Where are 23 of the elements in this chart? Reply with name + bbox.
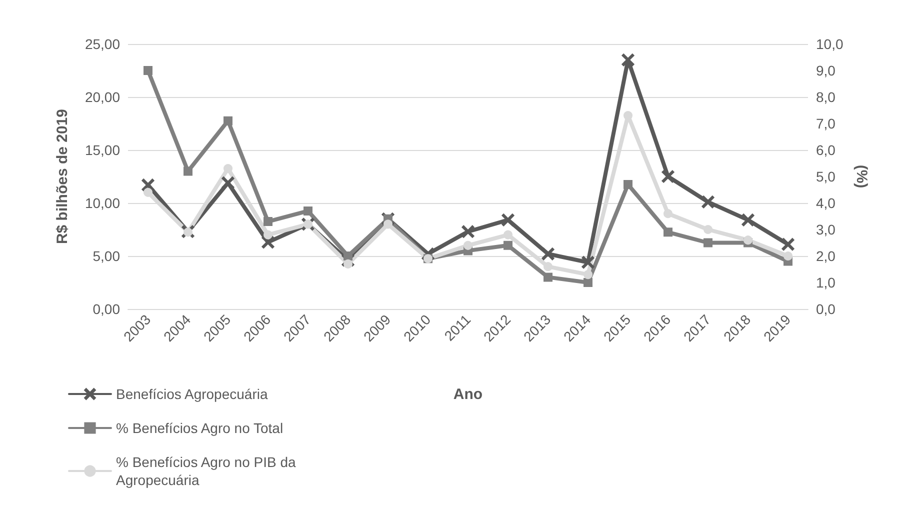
y2-tick-label: 4,0 — [816, 195, 836, 211]
y2-tick-label: 9,0 — [816, 62, 836, 78]
y2-tick-label: 10,0 — [816, 36, 844, 52]
y2-tick-label: 5,0 — [816, 168, 836, 184]
y-tick-label: 20,00 — [84, 89, 120, 105]
legend-label: % Benefícios Agro no Total — [116, 420, 284, 436]
y2-tick-label: 8,0 — [816, 89, 836, 105]
legend-label: % Benefícios Agro no PIB da Agropecuária — [116, 454, 300, 488]
y2-tick-label: 3,0 — [816, 222, 836, 238]
y2-tick-label: 1,0 — [816, 274, 836, 290]
y-tick-label: 15,00 — [84, 142, 120, 158]
y2-tick-label: 7,0 — [816, 116, 836, 132]
y-tick-label: 25,00 — [84, 36, 120, 52]
y-tick-label: 5,00 — [92, 248, 120, 264]
y-axis-title: R$ bilhões de 2019 — [54, 108, 71, 244]
y2-tick-label: 2,0 — [816, 248, 836, 264]
y2-axis-title: (%) — [853, 164, 870, 188]
y-tick-label: 0,00 — [92, 301, 120, 317]
y-tick-label: 10,00 — [84, 195, 120, 211]
x-axis-title: Ano — [453, 386, 483, 403]
legend-label: Benefícios Agropecuária — [116, 386, 268, 402]
y2-tick-label: 0,0 — [816, 301, 836, 317]
y2-tick-label: 6,0 — [816, 142, 836, 158]
